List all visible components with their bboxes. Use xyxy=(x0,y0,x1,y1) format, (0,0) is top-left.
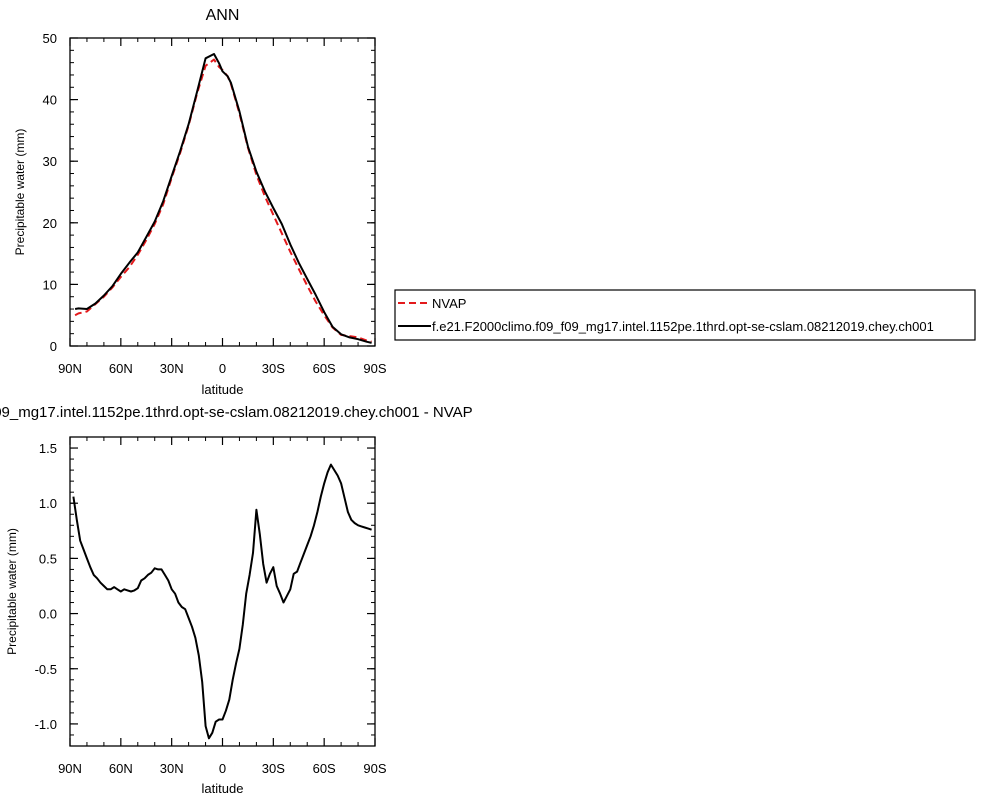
x-tick-label: 90N xyxy=(58,761,82,776)
y-tick-label: -1.0 xyxy=(35,717,57,732)
x-tick-label: 30N xyxy=(160,761,184,776)
y-tick-label: 0 xyxy=(50,339,57,354)
chart-2: 9_f09_mg17.intel.1152pe.1thrd.opt-se-csl… xyxy=(0,404,473,796)
chart-title: 9_f09_mg17.intel.1152pe.1thrd.opt-se-csl… xyxy=(0,404,473,421)
x-tick-label: 90N xyxy=(58,361,82,376)
x-tick-label: 90S xyxy=(363,761,386,776)
y-tick-label: 1.5 xyxy=(39,441,57,456)
y-tick-label: 10 xyxy=(43,277,57,292)
x-axis-label: latitude xyxy=(202,382,244,397)
y-tick-label: 50 xyxy=(43,31,57,46)
plot-frame xyxy=(69,436,376,747)
x-axis-label: latitude xyxy=(202,781,244,796)
y-tick-label: 30 xyxy=(43,154,57,169)
x-tick-label: 30S xyxy=(262,761,285,776)
y-tick-label: 0.5 xyxy=(39,551,57,566)
x-tick-label: 60N xyxy=(109,761,133,776)
y-axis-label: Precipitable water (mm) xyxy=(5,528,19,655)
chart-title: ANN xyxy=(206,7,240,24)
x-tick-label: 60S xyxy=(313,361,336,376)
x-tick-label: 90S xyxy=(363,361,386,376)
legend-label-2: f.e21.F2000climo.f09_f09_mg17.intel.1152… xyxy=(432,319,934,334)
x-tick-label: 0 xyxy=(219,361,226,376)
series-line-1 xyxy=(72,463,372,740)
series-line-1 xyxy=(74,58,372,343)
y-tick-label: 40 xyxy=(43,93,57,108)
plot-frame xyxy=(69,37,376,347)
x-tick-label: 30N xyxy=(160,361,184,376)
y-axis-label: Precipitable water (mm) xyxy=(13,129,27,256)
y-tick-label: -0.5 xyxy=(35,662,57,677)
y-tick-label: 20 xyxy=(43,216,57,231)
series-line-2 xyxy=(74,53,372,344)
x-tick-label: 0 xyxy=(219,761,226,776)
x-tick-label: 60N xyxy=(109,361,133,376)
x-tick-label: 60S xyxy=(313,761,336,776)
x-tick-label: 30S xyxy=(262,361,285,376)
y-tick-label: 0.0 xyxy=(39,607,57,622)
legend-box xyxy=(394,289,976,341)
chart-1: ANN 90N 60N 30N 0 30S 60S 90S 0 10 20 30 40 50 latitud… xyxy=(13,7,976,397)
y-tick-label: 1.0 xyxy=(39,496,57,511)
legend: NVAP f.e21.F2000climo.f09_f09_mg17.intel.… xyxy=(394,289,976,341)
legend-label-1: NVAP xyxy=(432,296,466,311)
